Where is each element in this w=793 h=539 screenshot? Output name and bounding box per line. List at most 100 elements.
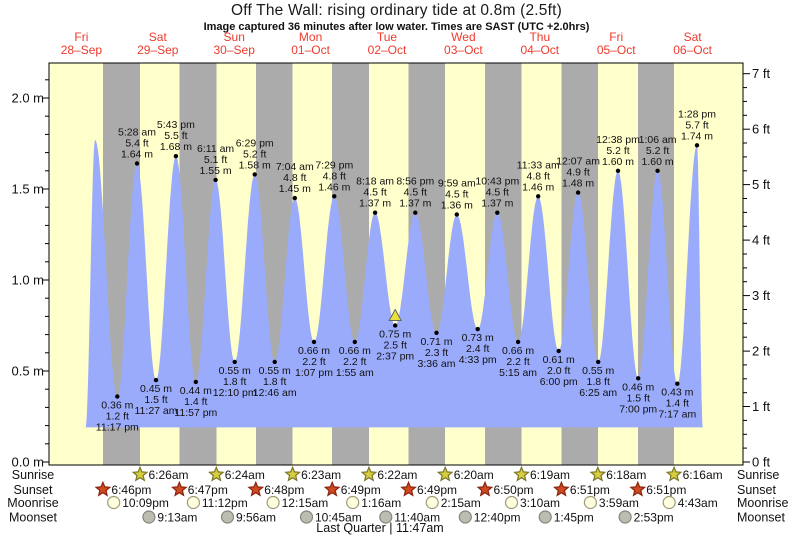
tide-label-line: 4.5 ft — [363, 187, 386, 199]
moonset-circle-icon — [618, 510, 632, 524]
sun-time-label: 6:19am — [530, 468, 570, 482]
moonrise-circle-icon — [266, 495, 280, 510]
tide-label-line: 1.4 ft — [666, 398, 689, 410]
tide-label-line: 2.5 ft — [384, 340, 407, 352]
high-tide-label: 8:56 pm 4.5 ft 1.37 m — [396, 176, 434, 210]
tide-label-line: 1.5 ft — [144, 394, 167, 406]
tide-label-line: 2.0 ft — [547, 365, 570, 377]
tide-label-line: 1.55 m — [200, 165, 232, 177]
tide-label-line: 12:46 am — [253, 387, 297, 399]
tide-label-line: 5.5 ft — [164, 130, 187, 142]
tide-label-line: 11:33 am — [517, 159, 560, 171]
tide-label-line: 1:28 pm — [678, 108, 716, 120]
day-weekday-label: Sun — [224, 30, 245, 44]
tide-label-line: 9:59 am — [438, 178, 476, 190]
right-axis-label: 2 ft — [752, 344, 770, 359]
tide-point-dot — [655, 168, 660, 173]
sunrise-star-icon — [436, 465, 454, 482]
tide-label-line: 6:00 pm — [540, 376, 578, 388]
tide-label-line: 1.37 m — [399, 198, 431, 210]
sunrise-star-icon — [513, 465, 530, 482]
tide-label-line: 1.60 m — [642, 156, 674, 168]
high-tide-label: 9:59 am 4.5 ft 1.36 m — [438, 178, 476, 212]
tide-label-line: 2.3 ft — [425, 347, 448, 359]
high-tide-label: 6:11 am 5.1 ft 1.55 m — [197, 143, 234, 177]
tide-label-line: 2.2 ft — [343, 356, 366, 368]
moonrise-circle-icon — [504, 495, 519, 510]
right-axis-label: 4 ft — [752, 233, 770, 248]
tide-point-dot — [193, 379, 198, 385]
chart-subtitle: Image captured 36 minutes after low wate… — [203, 21, 590, 33]
tide-label-line: 3:36 am — [418, 358, 456, 370]
day-weekday-label: Tue — [377, 30, 398, 44]
tide-label-line: 1.36 m — [441, 200, 473, 212]
day-date-label: 29–Sep — [137, 43, 179, 57]
tide-label-line: 0.55 m — [219, 365, 251, 377]
tide-label-line: 4.8 ft — [323, 170, 346, 182]
tide-label-line: 12:38 pm — [596, 134, 640, 146]
sun-time-label: 6:16am — [683, 468, 723, 482]
sun-time-label: 6:24am — [225, 468, 265, 482]
sun-time-label: 6:51pm — [646, 483, 686, 497]
tide-label-line: 1.68 m — [160, 141, 192, 153]
low-tide-label: 0.66 m 2.2 ft 1:07 pm — [295, 345, 333, 379]
tide-label-line: 7:04 am — [276, 161, 314, 173]
sunset-star-icon — [323, 480, 341, 497]
tide-point-dot — [272, 359, 277, 365]
current-time-marker-icon — [388, 308, 403, 321]
low-tide-label: 0.45 m 1.5 ft 11:27 am — [135, 383, 178, 417]
tide-point-dot — [636, 376, 641, 381]
tide-label-line: 8:18 am — [356, 176, 394, 188]
day-weekday-label: Wed — [451, 30, 475, 44]
high-tide-label: 1:06 am 5.2 ft 1.60 m — [639, 134, 677, 168]
tide-point-dot — [153, 377, 159, 383]
tide-label-line: 0.73 m — [462, 332, 494, 344]
tide-label-line: 6:11 am — [197, 143, 234, 155]
right-axis-label: 5 ft — [752, 177, 770, 192]
left-axis-label: 0.0 m — [11, 455, 44, 470]
tide-area — [85, 139, 703, 428]
tide-label-line: 5.2 ft — [646, 145, 669, 157]
moon-time-label: 11:12pm — [202, 496, 248, 510]
tide-label-line: 4:33 pm — [459, 354, 497, 366]
sunrise-star-icon — [665, 465, 683, 482]
moon-time-label: 3:10am — [520, 496, 560, 510]
sunset-star-icon — [476, 480, 494, 497]
sunrise-star-icon — [589, 465, 607, 482]
tide-label-line: 1.37 m — [481, 198, 513, 210]
low-tide-label: 0.43 m 1.4 ft 7:17 am — [658, 387, 696, 421]
day-date-label: 06–Oct — [673, 43, 712, 57]
low-tide-label: 0.55 m 1.8 ft 6:25 am — [579, 365, 617, 399]
moonset-circle-icon — [379, 510, 393, 524]
tide-label-line: 1.5 ft — [627, 392, 650, 404]
tide-point-dot — [134, 161, 140, 166]
day-date-label: 05–Oct — [597, 43, 636, 57]
sun-time-label: 6:23am — [301, 468, 341, 482]
moon-time-label: 2:53pm — [634, 511, 674, 525]
tide-point-dot — [454, 212, 459, 217]
tide-label-line: 4.5 ft — [445, 189, 468, 201]
moonset-circle-icon — [142, 510, 156, 524]
tide-label-line: 0.44 m — [180, 385, 212, 397]
day-weekday-label: Sat — [684, 30, 703, 44]
astro-row-label-right: Sunset — [737, 483, 776, 497]
sun-time-label: 6:49pm — [417, 483, 457, 497]
tide-label-line: 4.8 ft — [527, 170, 550, 182]
sunrise-star-icon — [360, 465, 378, 482]
tide-label-line: 1.48 m — [562, 178, 594, 190]
tide-label-line: 0.66 m — [502, 345, 534, 357]
left-axis-label: 1.0 m — [11, 273, 44, 288]
tide-label-line: 10:43 pm — [475, 176, 519, 188]
tide-point-dot — [173, 154, 179, 159]
tide-label-line: 5:43 pm — [157, 119, 195, 131]
tide-label-line: 1.8 ft — [263, 376, 286, 388]
low-tide-label: 0.75 m 2.5 ft 2:37 pm — [376, 329, 414, 363]
tide-label-line: 12:10 pm — [213, 387, 257, 399]
tide-label-line: 11:17 pm — [96, 422, 139, 434]
sunset-star-icon — [170, 480, 188, 497]
moonset-circle-icon — [458, 510, 472, 524]
tide-label-line: 0.66 m — [298, 345, 330, 357]
tide-point-dot — [393, 323, 398, 328]
sunset-star-icon — [247, 480, 265, 497]
tide-point-dot — [675, 381, 680, 386]
